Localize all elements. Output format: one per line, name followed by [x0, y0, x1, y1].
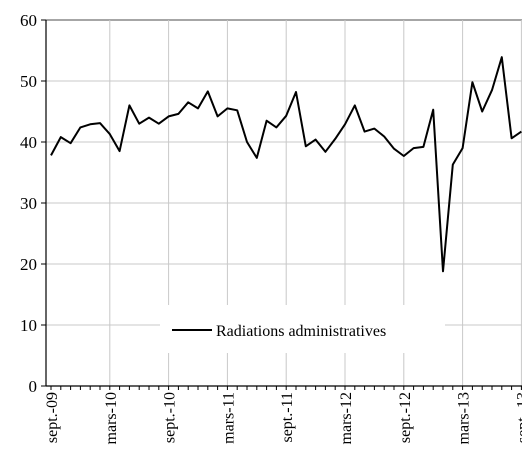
x-tick-label: sept.-10 [162, 392, 179, 443]
axes [41, 19, 522, 390]
x-tick-label: sept.-11 [279, 392, 296, 443]
legend: Radiations administratives [160, 305, 445, 353]
y-tick-label: 20 [20, 255, 37, 274]
y-tick-label: 50 [20, 72, 37, 91]
gridlines [46, 19, 522, 386]
y-tick-label: 40 [20, 133, 37, 152]
y-tick-label: 0 [29, 377, 38, 396]
x-tick-label: sept.-12 [397, 392, 414, 443]
x-tick-label: mars-13 [456, 392, 473, 444]
legend-label: Radiations administratives [216, 323, 386, 340]
x-tick-label: sept.-09 [44, 392, 61, 443]
x-tick-label: mars-11 [220, 392, 237, 444]
x-tick-label: sept.-13 [514, 392, 522, 443]
x-tick-label: mars-12 [338, 392, 355, 444]
series-line [50, 56, 522, 273]
x-tick-label: mars-10 [103, 392, 120, 444]
x-tick-labels: sept.-09 mars-10 sept.-10 mars-11 sept.-11 ma… [44, 392, 522, 444]
series-group [50, 56, 522, 273]
y-tick-label: 60 [20, 11, 37, 30]
y-tick-labels: 0 10 20 30 40 50 60 [20, 11, 37, 396]
y-tick-label: 10 [20, 316, 37, 335]
y-tick-label: 30 [20, 194, 37, 213]
